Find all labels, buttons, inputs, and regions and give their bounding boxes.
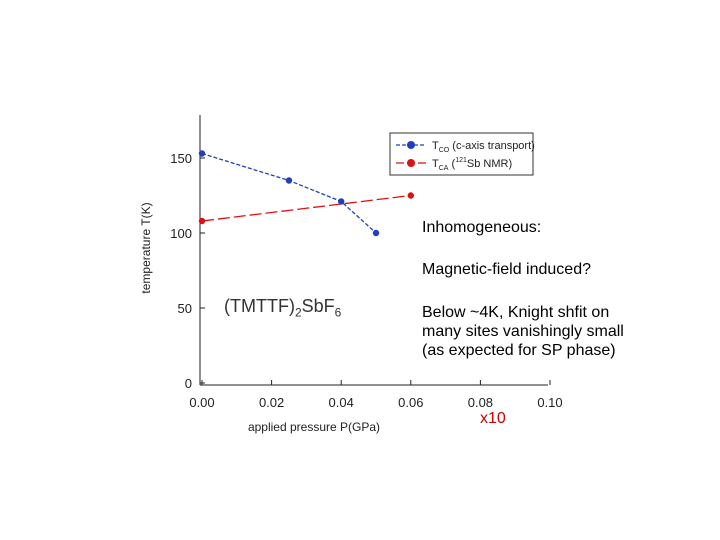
compound-label: (TMTTF)2SbF6 [224, 296, 342, 320]
data-point-series-1 [338, 198, 345, 205]
y-tick-label: 150 [170, 151, 192, 166]
data-point-series-1 [285, 177, 293, 184]
x-tick-label: 0.04 [329, 395, 354, 410]
data-point-series-1 [198, 150, 206, 157]
annotation-magnetic-field: Magnetic-field induced? [422, 261, 591, 278]
y-tick-label: 0 [185, 376, 192, 391]
data-point-series-2 [407, 192, 414, 199]
series-layer [198, 150, 414, 237]
data-point-series-1 [372, 229, 380, 237]
legend-box [389, 132, 534, 176]
x-axis-title: applied pressure P(GPa) [248, 420, 380, 434]
legend-swatch-marker [407, 159, 415, 167]
annotation-x10: x10 [480, 410, 506, 427]
y-axis-title: temperature T(K) [139, 202, 153, 293]
x-tick-label: 0.06 [398, 395, 423, 410]
data-point-series-2 [198, 217, 206, 225]
axes: 0.00 0.02 0.04 0.06 0.08 0.10 0 50 100 150 applied… [139, 115, 563, 434]
series-line-1 [201, 152, 377, 234]
legend: TCO (c-axis transport) TCA (121Sb NMR) [389, 132, 535, 176]
x-tick-label: 0.08 [468, 395, 493, 410]
y-tick-label: 100 [170, 226, 192, 241]
x-tick-label: 0.02 [259, 395, 284, 410]
legend-entry-label: TCA (121Sb NMR) [432, 157, 512, 172]
x-tick-label: 0.00 [189, 395, 214, 410]
legend-swatch-marker [407, 141, 415, 149]
annotation-inhomogeneous: Inhomogeneous: [422, 219, 542, 236]
series-line-2 [201, 194, 411, 222]
x-tick-label: 0.10 [537, 395, 562, 410]
legend-entry-label: TCO (c-axis transport) [432, 140, 535, 154]
y-tick-label: 50 [178, 301, 192, 316]
annotation-knight-shift: Below ~4K, Knight shfit on many sites va… [422, 304, 624, 359]
